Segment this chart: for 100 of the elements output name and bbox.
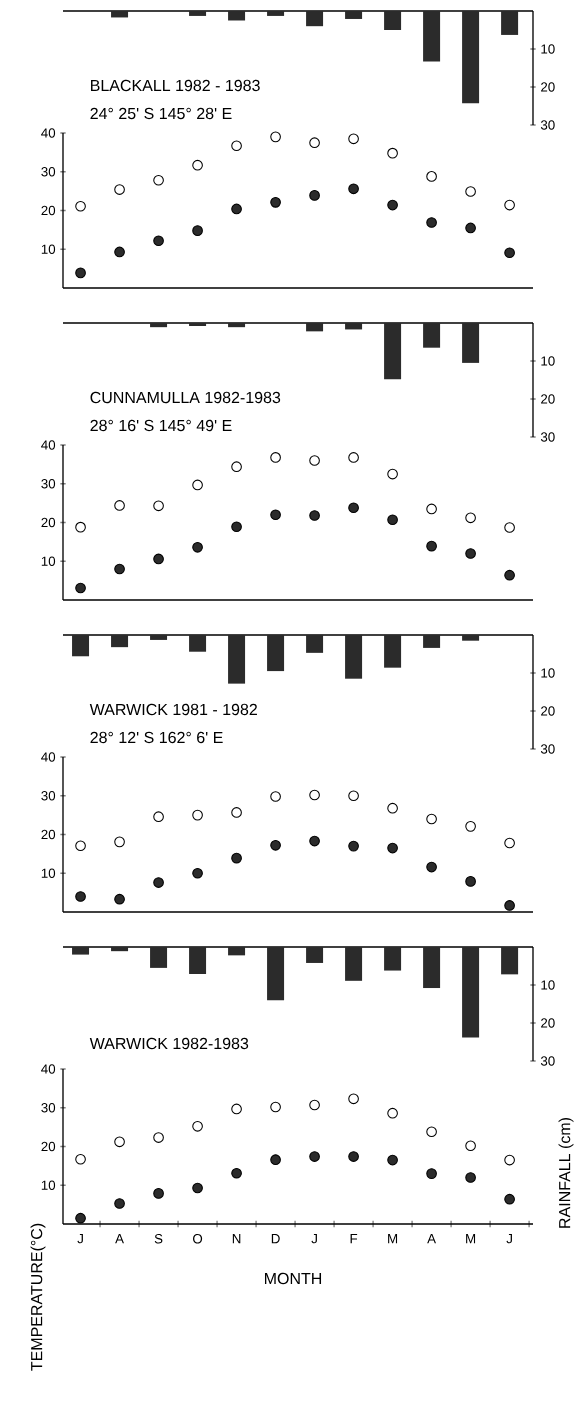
point <box>153 235 164 247</box>
bar <box>423 322 441 348</box>
point <box>270 1154 281 1166</box>
point <box>465 512 476 524</box>
point <box>270 131 281 143</box>
bar <box>384 322 402 380</box>
x-tick-label: J <box>506 1234 512 1244</box>
y-tick-label: 30 <box>540 1056 555 1066</box>
point <box>387 514 398 526</box>
bar <box>345 322 363 330</box>
point <box>231 852 242 864</box>
y-tick-label: 30 <box>540 120 555 130</box>
y-tick-label: 30 <box>41 791 56 801</box>
y-tick-label: 30 <box>41 167 56 177</box>
point <box>426 503 437 515</box>
point <box>465 1140 476 1152</box>
bar <box>384 10 402 30</box>
point <box>153 174 164 186</box>
bar <box>345 10 363 19</box>
y-tick-label: 30 <box>41 1103 56 1113</box>
point <box>465 548 476 559</box>
point <box>387 842 398 854</box>
point <box>231 1103 242 1115</box>
bar <box>345 947 363 981</box>
point <box>270 840 281 851</box>
point <box>465 186 476 197</box>
x-tick-label: D <box>271 1234 280 1244</box>
y-tick-label: 20 <box>41 1141 56 1152</box>
point <box>114 563 125 575</box>
point <box>192 1182 203 1194</box>
bar <box>72 947 90 955</box>
point <box>114 246 125 258</box>
point <box>75 840 86 852</box>
chart-title: CUNNAMULLA 1982-1983 <box>90 391 281 404</box>
x-axis-title: MONTH <box>264 1272 322 1285</box>
bar <box>501 10 519 35</box>
point <box>114 836 125 848</box>
point <box>504 569 515 581</box>
point <box>114 1136 125 1148</box>
bar <box>267 635 285 672</box>
point <box>75 1153 86 1165</box>
point <box>504 199 515 211</box>
point <box>426 861 437 873</box>
x-tick-label: N <box>232 1234 241 1244</box>
point <box>465 821 476 832</box>
bar <box>501 947 519 975</box>
bar <box>150 947 168 968</box>
point <box>231 203 242 215</box>
point <box>231 461 242 473</box>
bar <box>189 947 207 974</box>
y-tick-label: 10 <box>541 668 555 678</box>
point <box>426 217 437 228</box>
bar <box>150 635 168 640</box>
point <box>153 877 164 888</box>
point <box>75 267 86 279</box>
bar <box>384 635 402 668</box>
y-tick-label: 10 <box>541 44 555 54</box>
point <box>348 790 359 802</box>
y-tick-label: 30 <box>540 432 555 442</box>
bar <box>462 947 480 1038</box>
x-tick-label: S <box>154 1234 163 1244</box>
point <box>348 502 359 514</box>
point <box>387 199 398 211</box>
bar <box>111 947 129 952</box>
point <box>309 455 320 466</box>
point <box>426 1168 437 1179</box>
y-tick-label: 10 <box>41 556 56 566</box>
bar <box>423 947 441 989</box>
bar <box>345 635 363 679</box>
chart-title: BLACKALL 1982 - 1983 <box>91 79 260 92</box>
y-tick-label: 20 <box>541 1018 555 1028</box>
chart-subtitle: 28° 12' S 162° 6' E <box>90 731 223 744</box>
point <box>309 137 320 149</box>
y-tick-label: 10 <box>41 868 56 878</box>
chart-title: WARWICK 1982-1983 <box>89 1037 249 1050</box>
point <box>387 147 398 159</box>
point <box>309 1099 320 1111</box>
point <box>504 522 515 533</box>
bar <box>72 635 90 657</box>
point <box>348 133 359 145</box>
point <box>192 1121 203 1132</box>
y-tick-label: 20 <box>541 394 555 404</box>
bar <box>306 322 324 332</box>
y-tick-label: 40 <box>41 752 56 762</box>
point <box>309 1151 320 1162</box>
y-tick-label: 20 <box>41 517 56 528</box>
point <box>270 452 281 463</box>
bar <box>228 947 246 956</box>
point <box>75 1212 86 1224</box>
chart-title: WARWICK 1981 - 1982 <box>89 703 257 716</box>
bar <box>189 10 207 16</box>
y-axis-title: RAINFALL (cm) <box>558 1118 574 1228</box>
y-tick-label: 10 <box>541 980 555 990</box>
point <box>192 541 203 553</box>
point <box>75 582 86 594</box>
y-tick-label: 20 <box>541 706 555 716</box>
bar <box>306 635 324 653</box>
point <box>192 867 203 879</box>
point <box>270 197 281 208</box>
y-tick-label: 20 <box>41 205 56 216</box>
